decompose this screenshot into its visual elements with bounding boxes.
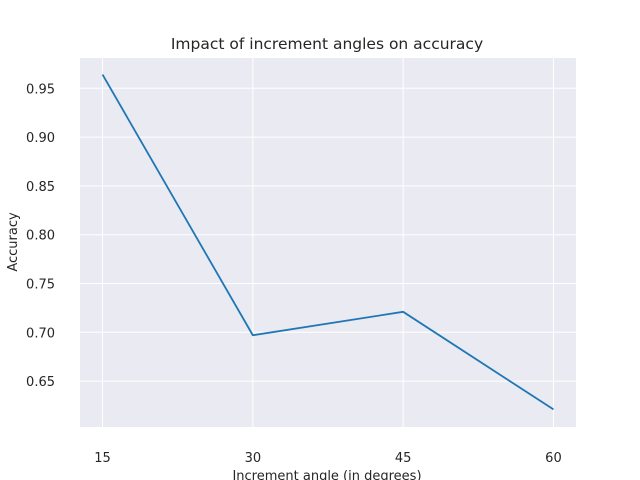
y-tick-label: 0.80 bbox=[26, 229, 55, 244]
y-tick-label: 0.85 bbox=[26, 180, 55, 195]
y-tick-label: 0.75 bbox=[26, 278, 55, 293]
x-tick-label: 30 bbox=[245, 451, 262, 466]
x-axis-label: Increment angle (in degrees) bbox=[232, 469, 421, 480]
x-tick-label: 15 bbox=[94, 451, 111, 466]
x-tick-label: 45 bbox=[395, 451, 412, 466]
plot-area bbox=[80, 58, 576, 427]
y-tick-label: 0.70 bbox=[26, 326, 55, 341]
chart-title: Impact of increment angles on accuracy bbox=[171, 35, 483, 53]
x-tick-label: 60 bbox=[545, 451, 562, 466]
x-gridlines bbox=[102, 58, 554, 427]
y-tick-label: 0.90 bbox=[26, 131, 55, 146]
y-axis-label: Accuracy bbox=[6, 212, 21, 272]
x-tick-labels: 15 30 45 60 bbox=[94, 451, 561, 466]
series-group bbox=[101, 74, 554, 411]
y-tick-labels: 0.65 0.70 0.75 0.80 0.85 0.90 0.95 bbox=[26, 82, 55, 390]
series-line bbox=[101, 74, 554, 411]
y-gridlines bbox=[80, 87, 576, 382]
y-tick-label: 0.95 bbox=[26, 82, 55, 97]
y-tick-label: 0.65 bbox=[26, 375, 55, 390]
